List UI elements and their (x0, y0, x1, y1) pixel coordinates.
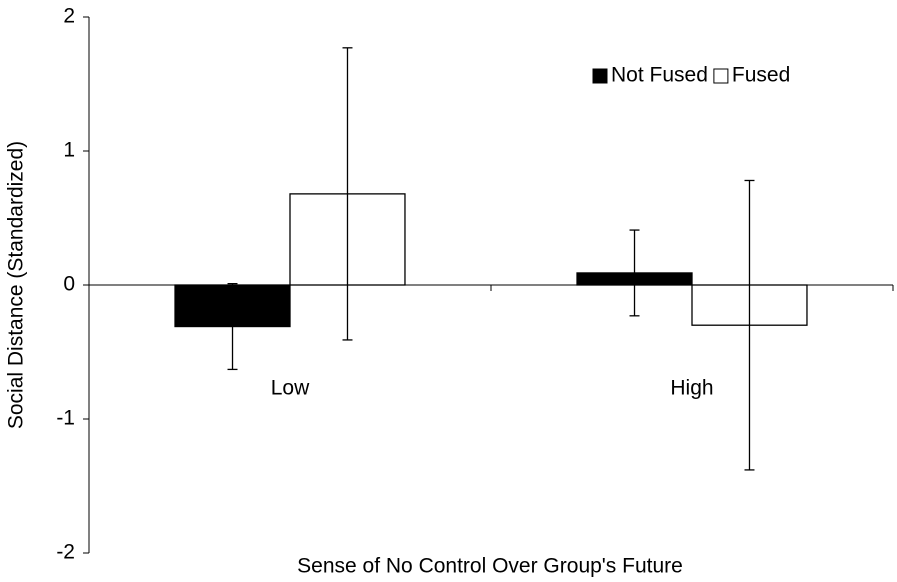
x-axis-title: Sense of No Control Over Group's Future (297, 555, 683, 578)
y-tick-label: -1 (56, 407, 75, 430)
y-tick-label: 1 (63, 139, 75, 162)
error-bar (227, 283, 238, 371)
y-axis-title: Social Distance (Standardized) (5, 141, 28, 429)
y-tick-label: -2 (56, 541, 75, 564)
y-tick-label: 2 (63, 5, 75, 28)
legend-label: Not Fused (611, 64, 708, 87)
error-bar (744, 179, 755, 471)
x-tick-label: High (670, 377, 713, 400)
error-bar (342, 47, 353, 341)
x-tick-label: Low (271, 377, 310, 400)
error-bar (629, 229, 640, 317)
legend-swatch (592, 68, 608, 84)
legend-label: Fused (732, 64, 790, 87)
y-tick-label: 0 (63, 273, 75, 296)
legend-swatch (713, 68, 729, 84)
